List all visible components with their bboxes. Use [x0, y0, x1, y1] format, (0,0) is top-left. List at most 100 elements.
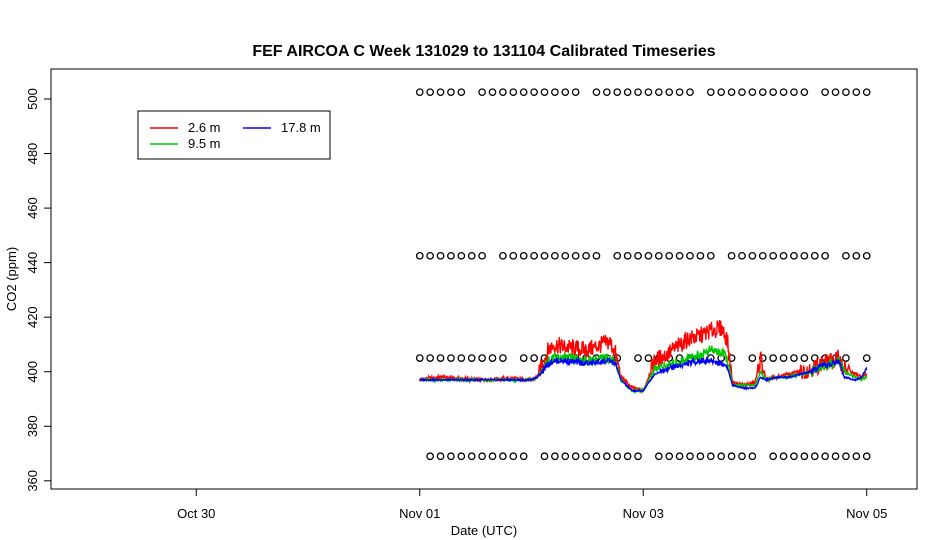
calibration-marker [509, 88, 518, 97]
calibration-marker [769, 251, 778, 260]
calibration-marker [852, 452, 861, 461]
calibration-marker [519, 354, 528, 362]
calibration-marker [779, 354, 788, 362]
calibration-marker [478, 251, 486, 260]
calibration-marker [675, 251, 684, 260]
calibration-marker [717, 452, 726, 461]
series-line [419, 356, 868, 393]
calibration-marker [592, 88, 601, 97]
calibration-marker [634, 88, 642, 97]
y-tick-label: 380 [25, 415, 40, 437]
calibration-marker [706, 251, 715, 260]
calibration-marker [478, 452, 486, 461]
calibration-marker [436, 452, 445, 461]
calibration-marker [862, 88, 871, 97]
calibration-marker [478, 354, 486, 362]
calibration-marker [436, 251, 445, 260]
calibration-marker [488, 88, 497, 97]
calibration-marker [436, 88, 445, 97]
calibration-marker [561, 88, 570, 97]
calibration-marker [530, 251, 538, 260]
calibration-marker [540, 251, 549, 260]
calibration-marker [603, 88, 611, 97]
calibration-marker [790, 251, 798, 260]
calibration-marker [426, 452, 434, 461]
calibration-marker [623, 251, 632, 260]
calibration-marker [644, 354, 653, 362]
calibration-marker [706, 88, 715, 97]
calibration-marker [779, 452, 788, 461]
y-tick-label: 420 [25, 306, 40, 328]
calibration-marker [790, 354, 798, 362]
calibration-marker [488, 354, 497, 362]
calibration-marker [582, 452, 590, 461]
calibration-marker [862, 251, 871, 260]
calibration-marker [551, 88, 559, 97]
calibration-marker [457, 452, 466, 461]
calibration-marker [530, 354, 538, 362]
calibration-marker [467, 251, 476, 260]
y-tick-label: 360 [25, 470, 40, 492]
calibration-marker [613, 251, 622, 260]
calibration-marker [509, 452, 518, 461]
calibration-marker [623, 452, 632, 461]
calibration-marker [810, 251, 819, 260]
calibration-marker [654, 251, 663, 260]
x-axis-label: Date (UTC) [451, 523, 517, 538]
calibration-marker [457, 354, 466, 362]
calibration-marker [842, 354, 850, 362]
calibration-marker [551, 251, 559, 260]
calibration-marker [696, 251, 705, 260]
series-layer [415, 88, 871, 461]
calibration-marker [467, 452, 476, 461]
calibration-marker [665, 88, 674, 97]
calibration-marker [738, 88, 746, 97]
calibration-marker [447, 251, 455, 260]
calibration-marker [654, 452, 663, 461]
calibration-marker [623, 88, 632, 97]
calibration-marker [499, 354, 507, 362]
calibration-marker [415, 354, 424, 362]
calibration-marker [675, 88, 684, 97]
calibration-marker [613, 452, 622, 461]
x-tick-label: Nov 01 [399, 506, 440, 521]
legend-label: 17.8 m [281, 120, 321, 135]
calibration-marker [571, 251, 580, 260]
calibration-marker [447, 452, 455, 461]
calibration-marker [488, 452, 497, 461]
y-tick-label: 500 [25, 88, 40, 110]
calibration-marker [499, 251, 507, 260]
calibration-marker [519, 251, 528, 260]
calibration-marker [519, 452, 528, 461]
calibration-marker [447, 88, 455, 97]
calibration-marker [426, 354, 434, 362]
series-line [419, 345, 868, 395]
calibration-marker [654, 88, 663, 97]
calibration-marker [748, 88, 757, 97]
calibration-marker [561, 452, 570, 461]
calibration-marker [800, 354, 809, 362]
calibration-marker [592, 452, 601, 461]
calibration-marker [457, 88, 466, 97]
calibration-marker [706, 452, 715, 461]
calibration-marker [738, 452, 746, 461]
x-tick-label: Nov 03 [623, 506, 664, 521]
calibration-marker [551, 452, 559, 461]
calibration-marker [862, 354, 871, 362]
calibration-marker [499, 88, 507, 97]
calibration-marker [738, 251, 746, 260]
calibration-marker [478, 88, 486, 97]
calibration-marker [852, 88, 861, 97]
y-tick-label: 400 [25, 361, 40, 383]
calibration-marker [530, 88, 538, 97]
calibration-marker [644, 88, 653, 97]
calibration-marker [415, 88, 424, 97]
y-tick-label: 480 [25, 143, 40, 165]
legend-label: 2.6 m [188, 120, 221, 135]
calibration-marker [499, 452, 507, 461]
calibration-marker [540, 452, 549, 461]
calibration-marker [457, 251, 466, 260]
y-tick-label: 460 [25, 197, 40, 219]
y-tick-label: 440 [25, 252, 40, 274]
